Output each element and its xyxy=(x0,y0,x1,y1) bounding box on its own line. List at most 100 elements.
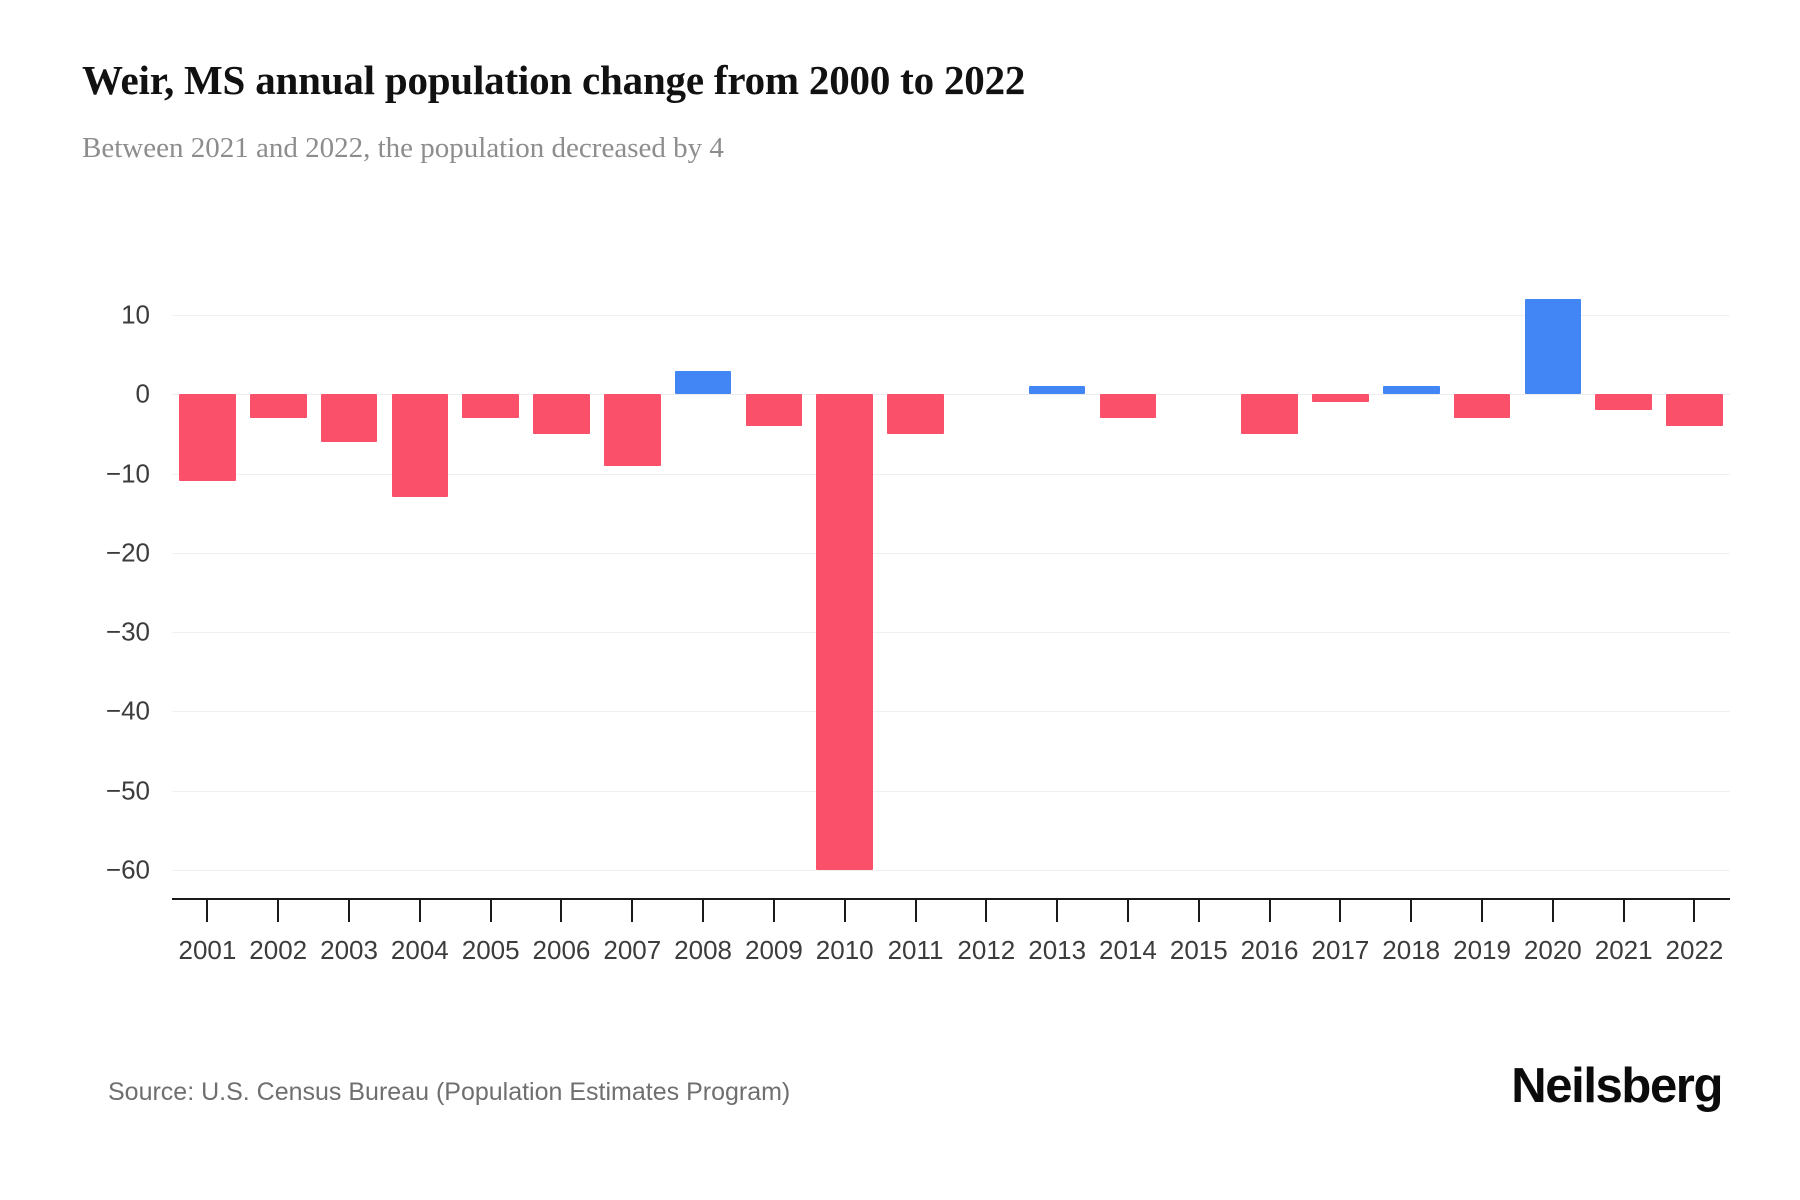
bar-2007[interactable] xyxy=(603,394,661,466)
bar-slot xyxy=(1376,315,1447,870)
bar-slot xyxy=(809,315,880,870)
x-tick-slot xyxy=(1588,900,1659,922)
x-axis-tick-label: 2016 xyxy=(1240,935,1299,965)
x-tick-slot xyxy=(455,900,526,922)
y-axis-tick-label: −50 xyxy=(105,775,150,806)
bar-slot xyxy=(455,315,526,870)
x-axis-tick xyxy=(206,900,209,922)
x-axis-tick xyxy=(489,900,492,922)
x-tick-slot xyxy=(668,900,739,922)
x-axis-tick-label: 2015 xyxy=(1169,935,1228,965)
x-tick-slot xyxy=(739,900,810,922)
bar-2003[interactable] xyxy=(320,394,378,442)
bar-slot xyxy=(1234,315,1305,870)
bar-2010[interactable] xyxy=(816,394,874,870)
gridline xyxy=(172,394,1730,396)
brand-logo: Neilsberg xyxy=(1511,1059,1723,1113)
bar-slot xyxy=(739,315,810,870)
x-tick-slot xyxy=(1163,900,1234,922)
x-axis-line xyxy=(172,898,1730,900)
x-axis-tick-label: 2012 xyxy=(957,935,1016,965)
bar-2008[interactable] xyxy=(674,370,732,395)
bar-2001[interactable] xyxy=(179,394,236,482)
chart-subtitle: Between 2021 and 2022, the population de… xyxy=(82,132,724,164)
bar-2005[interactable] xyxy=(462,394,519,419)
bar-2006[interactable] xyxy=(533,394,590,434)
x-tick-slot xyxy=(526,900,597,922)
x-axis-tick xyxy=(1126,900,1129,922)
bar-slot xyxy=(1517,299,1588,870)
x-tick-slot xyxy=(1447,900,1518,922)
plot-area xyxy=(172,299,1730,871)
y-axis-tick-label: 0 xyxy=(135,378,150,409)
bar-2019[interactable] xyxy=(1453,394,1511,419)
gridline xyxy=(172,790,1730,792)
x-tick-slot xyxy=(1376,900,1447,922)
x-tick-slot xyxy=(1093,900,1164,922)
bar-2014[interactable] xyxy=(1099,394,1157,419)
x-axis-tick-label: 2010 xyxy=(815,935,874,965)
bar-2017[interactable] xyxy=(1312,394,1369,403)
x-axis-tick xyxy=(1339,900,1342,922)
bar-slot xyxy=(1659,315,1730,870)
x-tick-slot xyxy=(1234,900,1305,922)
bar-2013[interactable] xyxy=(1028,386,1086,395)
bar-slot xyxy=(1305,315,1376,870)
x-axis-tick-label: 2004 xyxy=(390,935,449,965)
y-axis-tick-label: −60 xyxy=(105,854,150,885)
bar-2011[interactable] xyxy=(887,394,944,434)
x-axis-tick-label: 2019 xyxy=(1453,935,1511,965)
bar-slot xyxy=(1447,315,1518,870)
x-axis-tick-label: 2007 xyxy=(603,935,662,965)
x-axis-tick-label: 2002 xyxy=(249,935,308,965)
x-tick-slot xyxy=(1659,900,1730,922)
x-axis-tick-label: 2006 xyxy=(532,935,591,965)
gridline xyxy=(172,711,1730,713)
bar-slot xyxy=(1163,315,1234,870)
x-axis-labels: 2001 2002 2003 2004 2005 2006 2007 2008 2009 2010… xyxy=(172,935,1730,975)
x-axis-tick xyxy=(1693,900,1696,922)
x-tick-slot xyxy=(1517,900,1588,922)
x-tick-slot xyxy=(1305,900,1376,922)
x-axis-tick xyxy=(631,900,634,922)
bar-2021[interactable] xyxy=(1595,394,1652,411)
x-axis-tick xyxy=(1551,900,1554,922)
y-axis-tick-label: −40 xyxy=(105,695,150,726)
x-axis-tick xyxy=(1481,900,1484,922)
bar-series xyxy=(172,299,1730,870)
x-axis-tick xyxy=(914,900,917,922)
gridline xyxy=(172,473,1730,475)
bar-slot xyxy=(243,315,314,870)
bar-2016[interactable] xyxy=(1241,394,1298,434)
bar-slot xyxy=(880,315,951,870)
x-axis-ticks xyxy=(172,900,1730,922)
bar-2002[interactable] xyxy=(249,394,307,419)
bar-2022[interactable] xyxy=(1666,394,1723,426)
x-axis-tick xyxy=(1197,900,1200,922)
x-axis-tick-label: 2018 xyxy=(1382,935,1441,965)
x-axis-tick xyxy=(702,900,705,922)
source-note: Source: U.S. Census Bureau (Population E… xyxy=(108,1078,791,1106)
x-tick-slot xyxy=(597,900,668,922)
gridline xyxy=(172,632,1730,634)
x-axis-tick-label: 2008 xyxy=(674,935,733,965)
gridline xyxy=(172,315,1730,316)
x-axis-tick-label: 2020 xyxy=(1523,935,1582,965)
x-axis-tick-label: 2022 xyxy=(1665,935,1724,965)
bar-2009[interactable] xyxy=(745,394,803,426)
x-tick-slot xyxy=(172,900,243,922)
x-tick-slot xyxy=(243,900,314,922)
bar-slot xyxy=(668,315,739,870)
bar-2004[interactable] xyxy=(391,394,449,498)
x-axis-tick xyxy=(985,900,988,922)
x-axis-tick-label: 2009 xyxy=(744,935,803,965)
x-axis-tick xyxy=(772,900,775,922)
gridline xyxy=(172,552,1730,554)
x-axis-tick xyxy=(560,900,563,922)
x-tick-slot xyxy=(809,900,880,922)
bar-slot xyxy=(1022,315,1093,870)
bar-2018[interactable] xyxy=(1382,386,1440,395)
bar-2020[interactable] xyxy=(1524,299,1582,395)
bar-slot xyxy=(314,315,385,870)
